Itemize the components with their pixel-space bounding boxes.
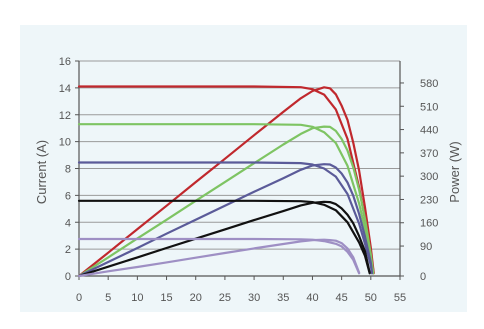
x-tick-label: 0 [76, 292, 82, 304]
y2-tick-label: 230 [420, 194, 438, 206]
y2-tick-label: 370 [420, 148, 438, 160]
pv-curve-4 [77, 200, 371, 278]
iv-curve-2 [77, 123, 375, 275]
x-tick-label: 35 [277, 292, 289, 304]
top-right-white-patch [408, 0, 462, 25]
label-layer: 0 5 10 15 20 25 30 35 40 45 50 55024681012141609016… [59, 56, 439, 304]
x-tick-label: 40 [306, 292, 318, 304]
pv-curve-2 [77, 125, 375, 278]
y2-tick-label: 440 [420, 125, 438, 137]
y2-tick-label: 0 [420, 271, 426, 283]
axes-layer [75, 60, 404, 280]
y-tick-label: 16 [59, 56, 71, 68]
y-tick-label: 8 [65, 164, 71, 176]
y-axis-label: Current (A) [34, 140, 49, 204]
y-tick-label: 12 [59, 110, 71, 122]
y-tick-label: 6 [65, 190, 71, 202]
pv-curve-3 [77, 163, 374, 278]
x-tick-label: 55 [394, 292, 406, 304]
y-tick-label: 14 [59, 83, 71, 95]
y2-tick-label: 510 [420, 101, 438, 113]
y2-tick-label: 300 [420, 171, 438, 183]
y2-tick-label: 580 [420, 78, 438, 90]
y2-axis-label: Power (W) [447, 141, 462, 202]
y-tick-label: 10 [59, 137, 71, 149]
x-tick-label: 25 [219, 292, 231, 304]
x-tick-label: 30 [248, 292, 260, 304]
pv-curve-5 [77, 238, 361, 278]
x-tick-label: 10 [131, 292, 143, 304]
y-tick-label: 4 [65, 217, 71, 229]
iv-curve-4 [77, 199, 371, 275]
x-tick-label: 15 [160, 292, 172, 304]
x-tick-label: 20 [190, 292, 202, 304]
x-tick-label: 45 [336, 292, 348, 304]
iv-curve-3 [77, 161, 374, 275]
x-tick-label: 5 [105, 292, 111, 304]
y-tick-label: 2 [65, 244, 71, 256]
series-layer [77, 85, 375, 278]
y2-tick-label: 160 [420, 218, 438, 230]
x-tick-label: 50 [365, 292, 377, 304]
y-tick-label: 0 [65, 271, 71, 283]
iv-curve-5 [77, 237, 361, 275]
y2-tick-label: 90 [420, 241, 432, 253]
